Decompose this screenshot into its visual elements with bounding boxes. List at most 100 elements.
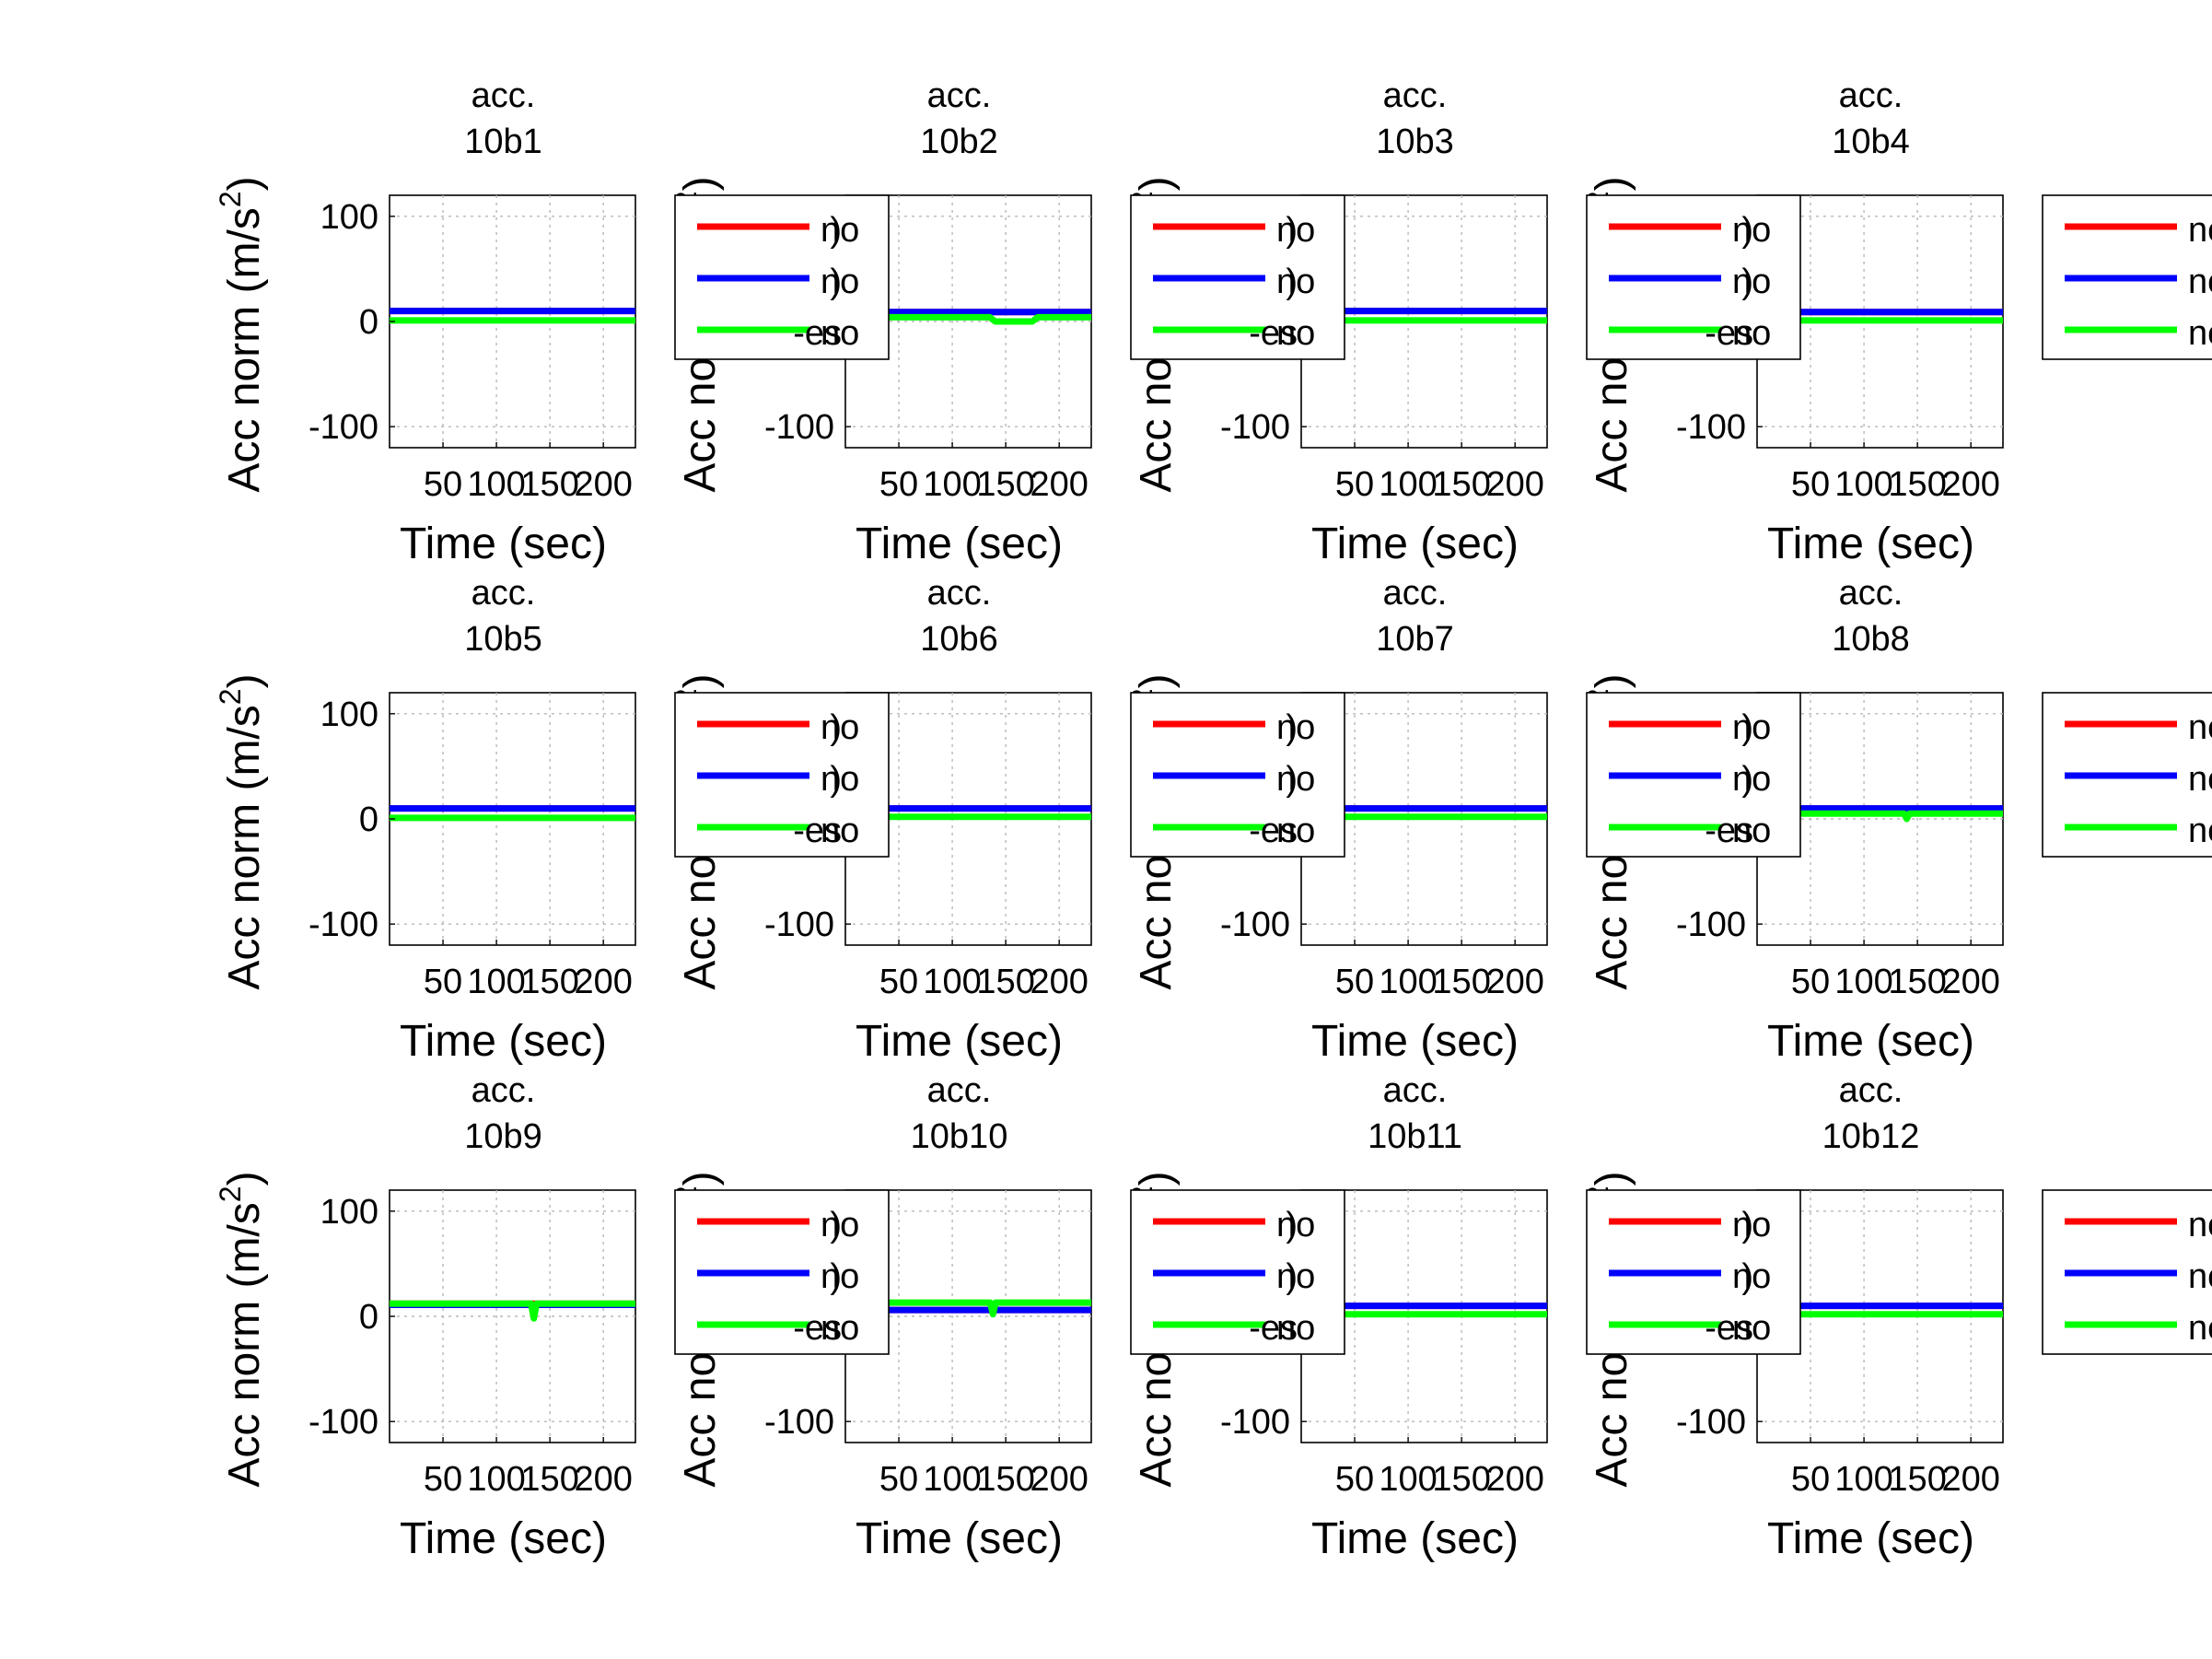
- y-axis-label-superscript: 2: [214, 1186, 247, 1202]
- y-tick-label: -100: [764, 1403, 834, 1442]
- legend-fragment-1: ): [1286, 1206, 1298, 1244]
- x-tick-label: 50: [1791, 963, 1830, 1001]
- legend-label-2: no: [2188, 1257, 2212, 1296]
- legend-label-2: no: [1276, 760, 1315, 799]
- x-tick-label: 100: [1834, 1460, 1892, 1499]
- series-line-3: [845, 1299, 1091, 1318]
- legend-layer: nonono))-esnonono))-esnonono))-esnononon…: [674, 194, 2212, 1355]
- y-tick-label: 100: [320, 198, 378, 237]
- legend-fragment-2: ): [830, 760, 842, 799]
- legend-fragment-3: -es: [1249, 1309, 1298, 1348]
- x-axis-label: Time (sec): [400, 520, 607, 568]
- legend-label-1: no: [821, 708, 859, 747]
- subplot-title-line1: acc.: [1839, 76, 1903, 115]
- legend-label-1: no: [1276, 1206, 1315, 1244]
- x-tick-label: 150: [976, 1460, 1034, 1499]
- legend-label-2: no: [2188, 263, 2212, 301]
- x-tick-label: 150: [976, 963, 1034, 1001]
- x-tick-label: 50: [879, 963, 918, 1001]
- subplot-title-line1: acc.: [472, 574, 536, 613]
- legend-label-3: no: [1732, 812, 1771, 850]
- x-axis-label: Time (sec): [400, 1514, 607, 1563]
- subplot-title-line1: acc.: [472, 1071, 536, 1110]
- x-tick-label: 50: [1335, 465, 1374, 504]
- subplot-title-line1: acc.: [1383, 1071, 1448, 1110]
- x-tick-label: 150: [1888, 1460, 1946, 1499]
- x-tick-label: 50: [879, 465, 918, 504]
- y-axis-label: Acc norm (m/s2): [214, 673, 269, 989]
- subplot-title-line2: 10b9: [464, 1117, 542, 1156]
- x-axis-label: Time (sec): [1311, 1514, 1519, 1563]
- subplot-title-line2: 10b1: [464, 123, 542, 161]
- subplot-title-line1: acc.: [927, 1071, 992, 1110]
- x-tick-label: 150: [1432, 465, 1490, 504]
- y-axis-label-superscript: 2: [214, 191, 247, 207]
- legend-fragment-3: -es: [1249, 314, 1298, 353]
- legend-10b10: no no no)) -es: [1130, 1189, 1345, 1355]
- series-line-3: [845, 313, 1091, 325]
- legend-fragment-1: ): [830, 211, 842, 250]
- x-tick-label: 50: [1335, 963, 1374, 1001]
- subplot-title-line1: acc.: [1839, 1071, 1903, 1110]
- x-tick-label: 100: [1379, 1460, 1437, 1499]
- x-tick-label: 200: [1030, 963, 1088, 1001]
- legend-label-2: no: [1276, 1257, 1315, 1296]
- legend-fragment-2: ): [1286, 1257, 1298, 1296]
- legend-label-3: no: [821, 1309, 859, 1348]
- y-axis-label-close: ): [220, 1171, 269, 1186]
- subplot-title-line2: 10b3: [1376, 123, 1454, 161]
- x-axis-label: Time (sec): [1767, 1017, 1974, 1066]
- legend-label-3: no: [1276, 1309, 1315, 1348]
- legend-label-3: no: [2188, 1309, 2212, 1348]
- y-axis-label-close: ): [676, 176, 725, 191]
- subplot-title-line1: acc.: [927, 76, 992, 115]
- legend-10b12: no no no: [2042, 1189, 2212, 1355]
- legend-fragment-2: ): [1741, 263, 1753, 301]
- x-tick-label: 200: [574, 465, 632, 504]
- x-tick-label: 200: [1941, 1460, 1999, 1499]
- y-tick-label: -100: [309, 905, 378, 944]
- y-tick-label: -100: [1676, 905, 1746, 944]
- legend-label-3: no: [821, 314, 859, 353]
- subplot-title-line1: acc.: [1383, 76, 1448, 115]
- x-tick-label: 50: [879, 1460, 918, 1499]
- y-axis-label-close: ): [1588, 176, 1636, 191]
- legend-fragment-2: ): [830, 263, 842, 301]
- y-axis-label-close: ): [676, 1171, 725, 1186]
- legend-fragment-1: ): [830, 708, 842, 747]
- legend-fragment-2: ): [1286, 263, 1298, 301]
- legend-10b2: no no no)) -es: [1130, 194, 1345, 360]
- x-tick-label: 50: [1335, 1460, 1374, 1499]
- legend-10b7: no no no)) -es: [1586, 692, 1801, 858]
- legend-fragment-2: ): [1741, 760, 1753, 799]
- x-tick-label: 200: [1485, 963, 1543, 1001]
- legend-label-2: no: [1732, 1257, 1771, 1296]
- legend-label-1: no: [2188, 211, 2212, 250]
- legend-label-3: no: [821, 812, 859, 850]
- x-tick-label: 150: [520, 963, 578, 1001]
- subplot-title-line1: acc.: [1839, 574, 1903, 613]
- subplot-title-line2: 10b4: [1832, 123, 1910, 161]
- x-tick-label: 50: [424, 1460, 462, 1499]
- legend-label-1: no: [2188, 708, 2212, 747]
- subplot-title-line2: 10b11: [1368, 1117, 1462, 1156]
- x-tick-label: 50: [424, 963, 462, 1001]
- x-tick-label: 100: [923, 963, 981, 1001]
- legend-label-1: no: [821, 211, 859, 250]
- legend-label-2: no: [821, 1257, 859, 1296]
- subplot-title-line2: 10b7: [1376, 620, 1454, 659]
- subplot-title-line2: 10b12: [1822, 1117, 1920, 1156]
- x-tick-label: 100: [1834, 465, 1892, 504]
- y-tick-label: 0: [359, 1298, 378, 1337]
- y-tick-label: -100: [309, 408, 378, 447]
- x-axis-label: Time (sec): [400, 1017, 607, 1066]
- legend-fragment-2: ): [1286, 760, 1298, 799]
- x-tick-label: 200: [574, 963, 632, 1001]
- legend-label-2: no: [821, 760, 859, 799]
- x-tick-label: 200: [1030, 1460, 1088, 1499]
- x-tick-label: 150: [520, 465, 578, 504]
- legend-label-2: no: [1732, 760, 1771, 799]
